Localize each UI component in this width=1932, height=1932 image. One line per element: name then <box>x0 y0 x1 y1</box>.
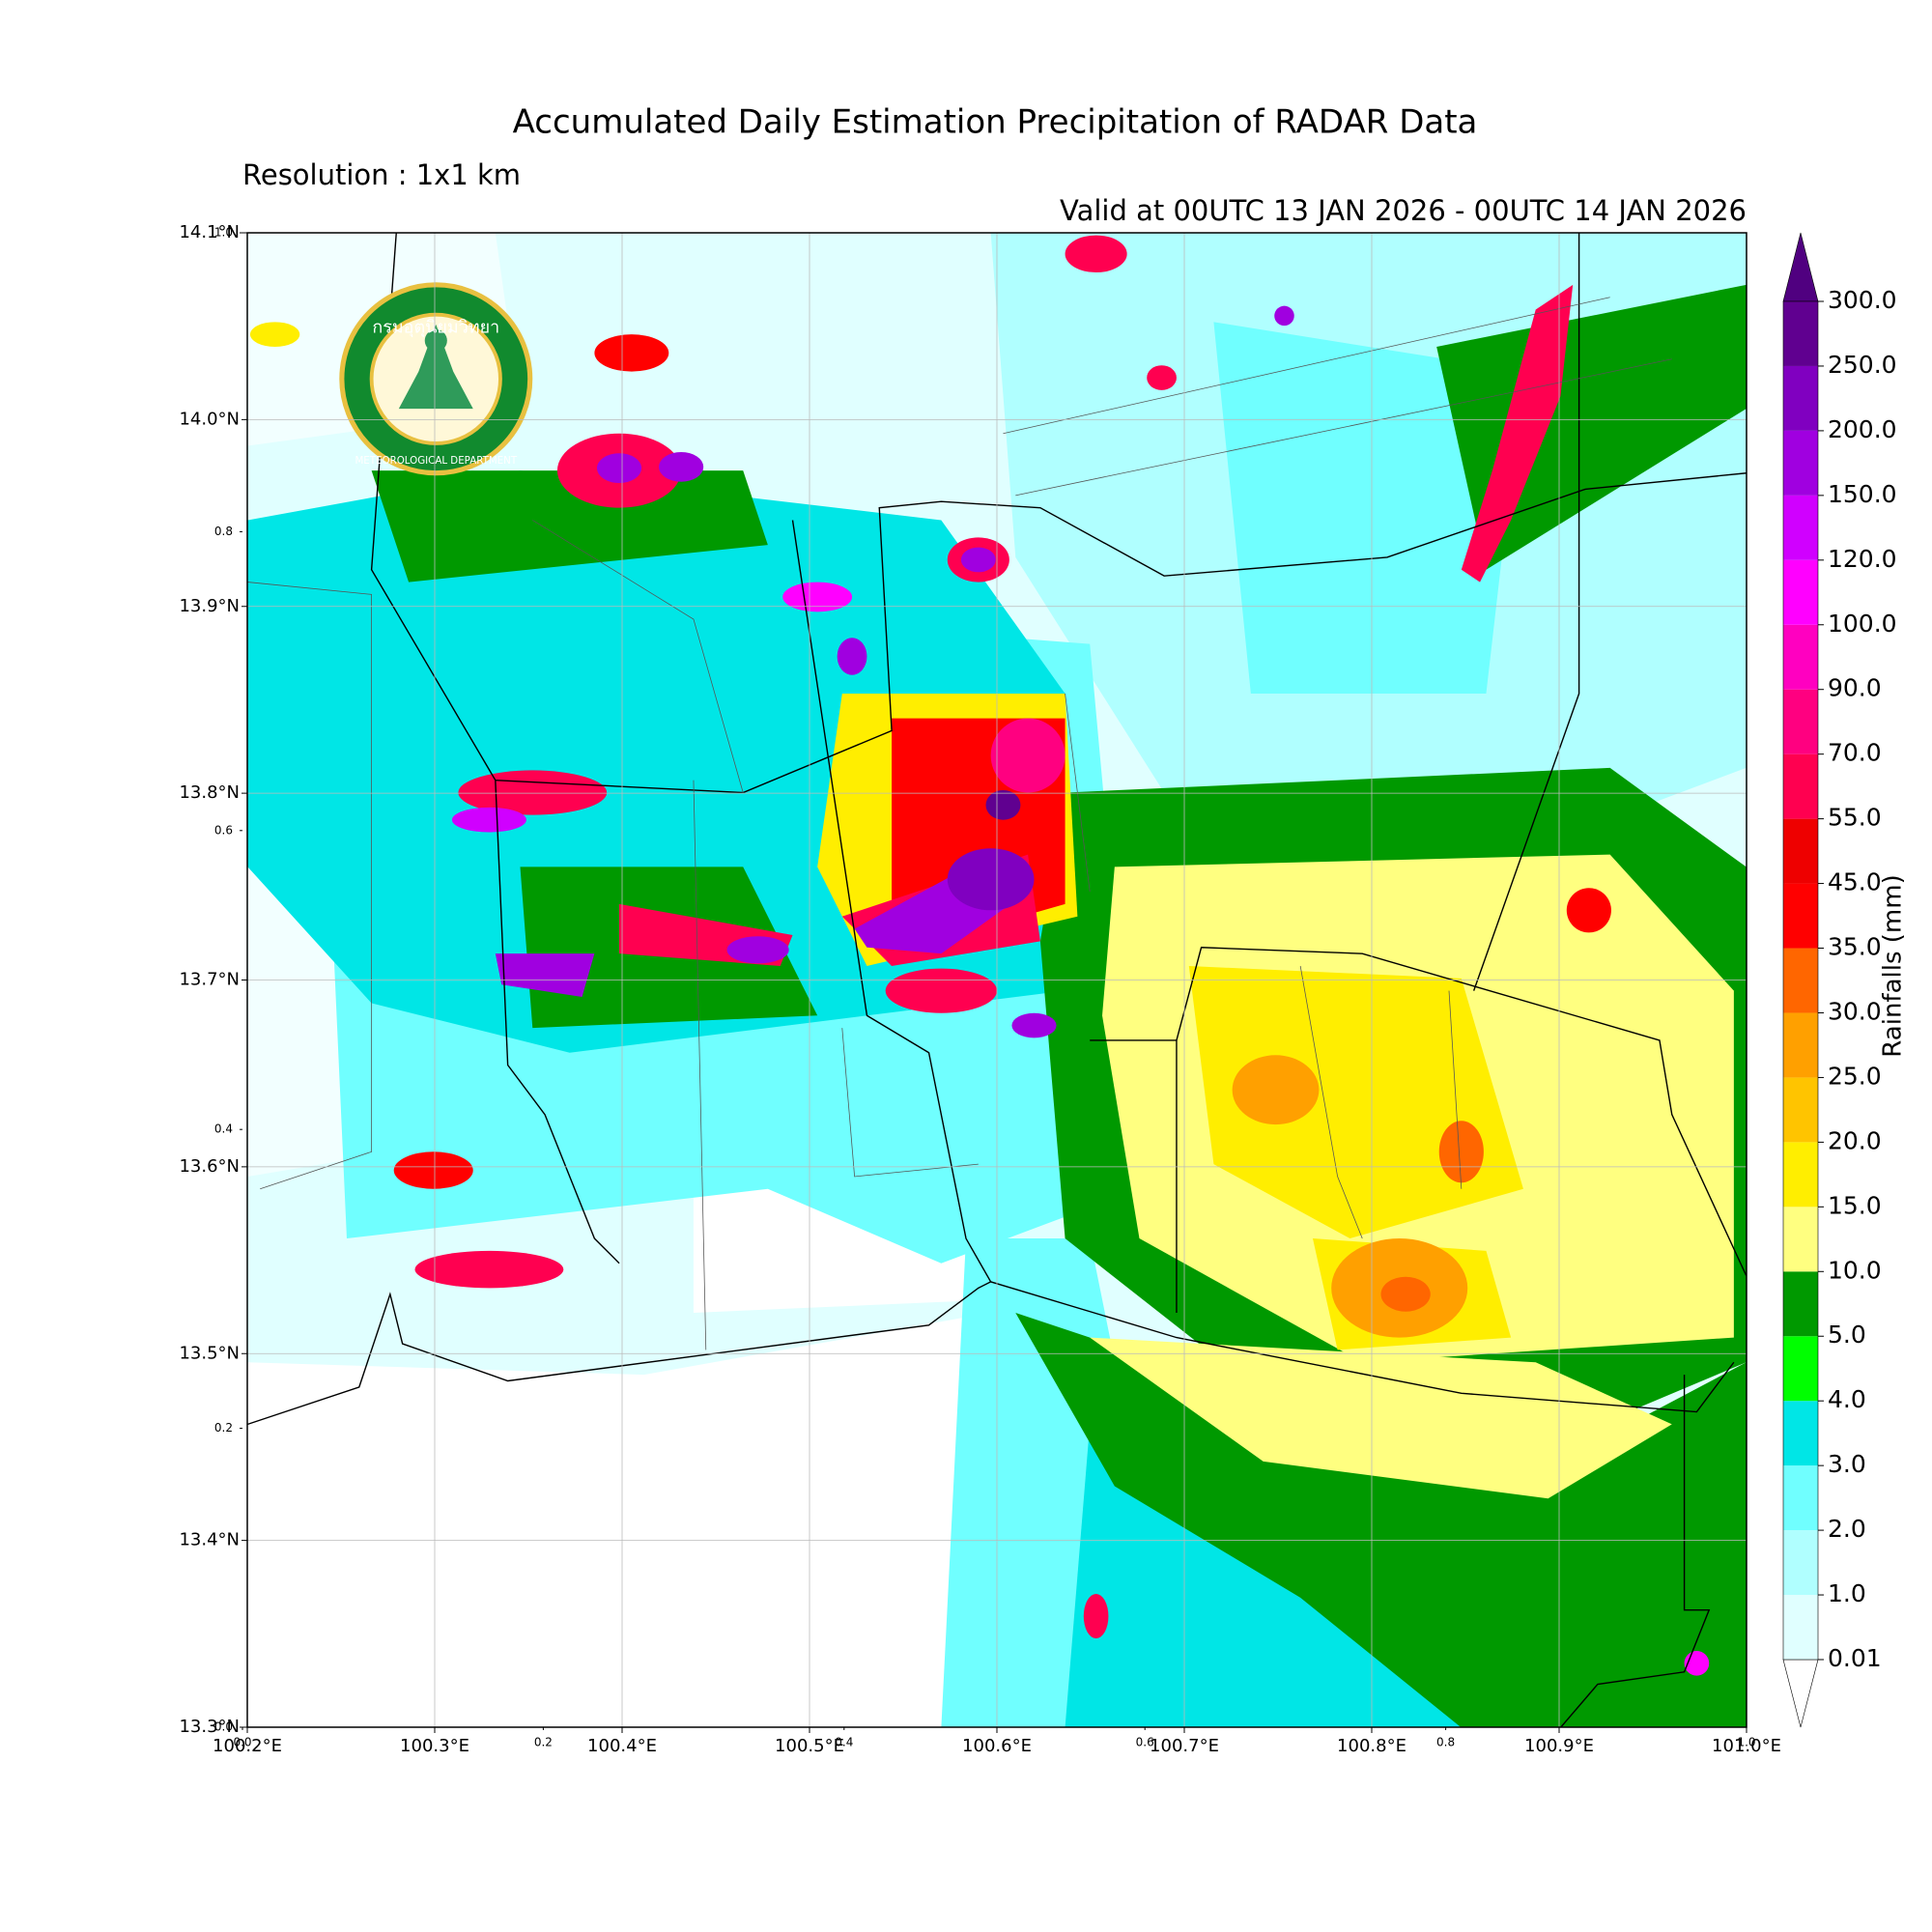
valid-time: Valid at 00UTC 13 JAN 2026 - 00UTC 14 JA… <box>1060 194 1747 227</box>
colorbar-segment <box>1783 365 1818 431</box>
colorbar-tick-label: 0.01 <box>1828 1644 1882 1672</box>
colorbar-tick-label: 120.0 <box>1828 545 1897 573</box>
x-tick-label: 100.4°E <box>587 1736 657 1756</box>
overlay-x-tick-label: 0.2 <box>534 1736 553 1749</box>
overlay-x-tick-label: 0.0 <box>233 1736 251 1749</box>
colorbar-segment <box>1783 1401 1818 1466</box>
colorbar-tick-label: 10.0 <box>1828 1256 1882 1284</box>
colorbar-segment <box>1783 948 1818 1013</box>
overlay-y-tick-label: 1.0 <box>214 226 233 240</box>
colorbar-segment <box>1783 883 1818 949</box>
colorbar-frame <box>1782 300 1819 1661</box>
x-tick-label: 100.2°E <box>213 1736 282 1756</box>
logo-english-name: METEOROLOGICAL DEPARTMENT <box>355 455 517 467</box>
y-tick-label: 13.9°N <box>179 596 240 616</box>
colorbar-tick-label: 55.0 <box>1828 804 1882 832</box>
colorbar-segment <box>1783 559 1818 625</box>
map-frame <box>246 232 1747 1728</box>
colorbar-tick-label: 35.0 <box>1828 933 1882 961</box>
x-tick-label: 100.5°E <box>775 1736 844 1756</box>
colorbar-segment <box>1783 1595 1818 1660</box>
y-tick-label: 14.1°N <box>179 222 240 242</box>
colorbar-segment <box>1783 624 1818 690</box>
y-tick-label: 13.5°N <box>179 1343 240 1363</box>
overlay-y-tick-label: 0.6 <box>214 823 233 837</box>
y-tick-label: 13.3°N <box>179 1717 240 1737</box>
colorbar-tick-label: 30.0 <box>1828 997 1882 1025</box>
colorbar-tick-label: 20.0 <box>1828 1126 1882 1154</box>
x-tick-label: 101.0°E <box>1712 1736 1781 1756</box>
x-tick-label: 100.8°E <box>1337 1736 1406 1756</box>
precip-field: กรมอุตุนิยมวิทยา METEOROLOGICAL DEPARTME… <box>247 233 1747 1728</box>
colorbar-tick-label: 70.0 <box>1828 739 1882 767</box>
overlay-x-tick-label: 1.0 <box>1737 1736 1755 1749</box>
x-tick-label: 100.7°E <box>1150 1736 1219 1756</box>
y-tick-label: 13.7°N <box>179 970 240 990</box>
colorbar-over <box>1782 232 1819 302</box>
overlay-y-tick-label: 0.0 <box>214 1720 233 1734</box>
colorbar-segment <box>1783 1336 1818 1402</box>
colorbar-segment <box>1783 753 1818 819</box>
colorbar-segment <box>1783 689 1818 754</box>
colorbar-segment <box>1783 1207 1818 1272</box>
logo: กรมอุตุนิยมวิทยา METEOROLOGICAL DEPARTME… <box>339 282 533 476</box>
title: Accumulated Daily Estimation Precipitati… <box>513 103 1478 142</box>
x-tick-label: 100.6°E <box>962 1736 1032 1756</box>
colorbar-segment <box>1783 430 1818 496</box>
colorbar-tick-label: 250.0 <box>1828 351 1897 379</box>
colorbar-segment <box>1783 1077 1818 1143</box>
overlay-x-tick-label: 0.4 <box>835 1736 853 1749</box>
colorbar-segment <box>1783 1012 1818 1078</box>
colorbar-segment <box>1783 301 1818 366</box>
colorbar-segment <box>1783 1271 1818 1337</box>
colorbar: 0.01 1.0 2.0 3.0 4.0 5.0 10.0 15.0 20.0 25.0 30.0 3… <box>1782 232 1908 1728</box>
colorbar-tick-label: 1.0 <box>1828 1579 1866 1607</box>
colorbar-segment <box>1783 1142 1818 1208</box>
overlay-y-tick-label: 0.2 <box>214 1421 233 1435</box>
overlay-y-tick-label: 0.8 <box>214 525 233 538</box>
y-tick-label: 13.6°N <box>179 1156 240 1177</box>
colorbar-segment <box>1783 1465 1818 1531</box>
y-tick-label: 14.0°N <box>179 409 240 429</box>
colorbar-tick-label: 90.0 <box>1828 674 1882 702</box>
y-tick-label: 13.4°N <box>179 1530 240 1550</box>
colorbar-tick-label: 25.0 <box>1828 1062 1882 1090</box>
x-tick-label: 100.9°E <box>1524 1736 1594 1756</box>
colorbar-segment <box>1783 818 1818 884</box>
colorbar-tick-label: 300.0 <box>1828 286 1897 314</box>
overlay-y-tick-label: 0.4 <box>214 1122 233 1136</box>
overlay-x-tick-label: 0.6 <box>1136 1736 1154 1749</box>
colorbar-segment <box>1783 495 1818 560</box>
colorbar-tick-label: 15.0 <box>1828 1191 1882 1219</box>
colorbar-segment <box>1783 1530 1818 1596</box>
colorbar-under <box>1782 1659 1819 1728</box>
colorbar-label: Rainfalls (mm) <box>1879 874 1908 1057</box>
colorbar-tick-label: 5.0 <box>1828 1321 1866 1349</box>
subtitle: Resolution : 1x1 km <box>242 158 521 191</box>
logo-thai-name: กรมอุตุนิยมวิทยา <box>372 318 499 338</box>
colorbar-tick-label: 100.0 <box>1828 610 1897 638</box>
colorbar-tick-label: 2.0 <box>1828 1515 1866 1543</box>
y-tick-label: 13.8°N <box>179 782 240 803</box>
overlay-x-tick-label: 0.8 <box>1436 1736 1455 1749</box>
x-tick-label: 100.3°E <box>400 1736 469 1756</box>
colorbar-tick-label: 45.0 <box>1828 868 1882 896</box>
colorbar-tick-label: 3.0 <box>1828 1450 1866 1478</box>
colorbar-tick-label: 150.0 <box>1828 480 1897 508</box>
colorbar-tick-label: 200.0 <box>1828 415 1897 443</box>
colorbar-tick-label: 4.0 <box>1828 1385 1866 1413</box>
